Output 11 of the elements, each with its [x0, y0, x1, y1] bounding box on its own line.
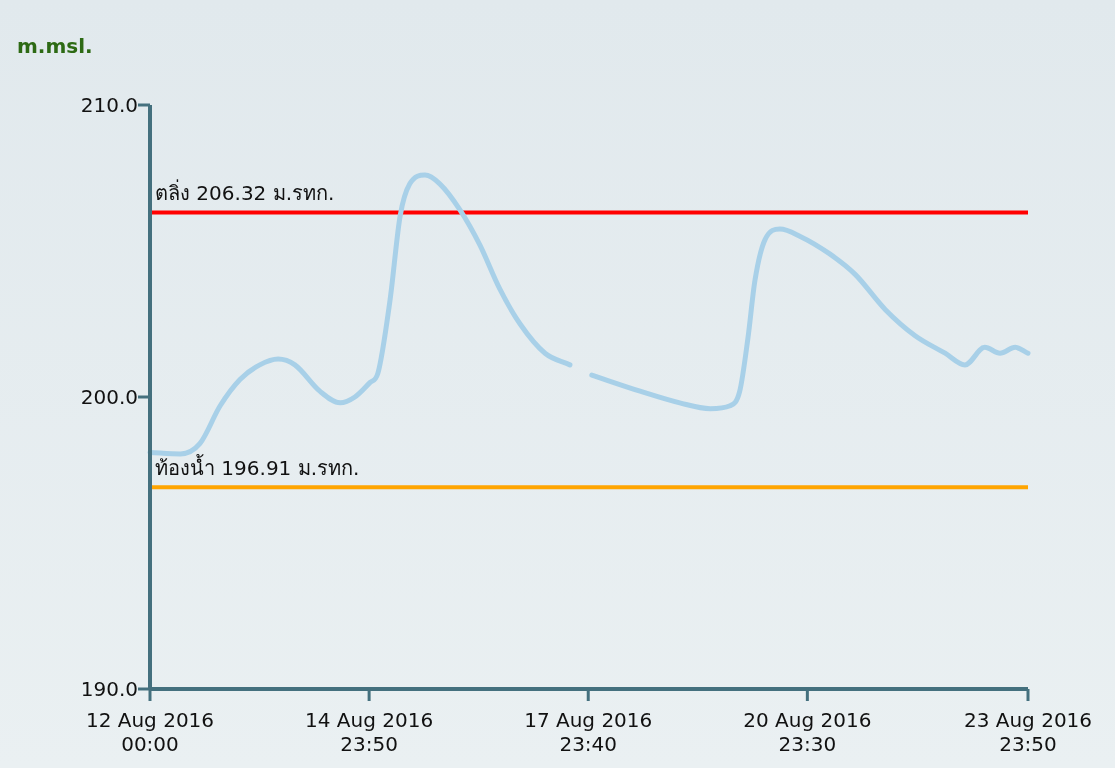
y-tick-label: 210.0	[80, 93, 138, 117]
x-tick-label: 23 Aug 2016 23:50	[963, 708, 1093, 756]
x-tick-label: 12 Aug 2016 00:00	[85, 708, 215, 756]
y-axis-title: m.msl.	[17, 34, 93, 58]
y-tick-label: 190.0	[80, 677, 138, 701]
y-tick-label: 200.0	[80, 385, 138, 409]
ref-line-label: ท้องน้ำ 196.91 ม.รทก.	[155, 454, 360, 481]
x-tick-label: 20 Aug 2016 23:30	[743, 708, 872, 756]
x-tick-label: 14 Aug 2016 23:50	[305, 708, 434, 756]
x-tick-label: 17 Aug 2016 23:40	[524, 708, 653, 756]
ref-line-label: ตลิ่ง 206.32 ม.รทก.	[155, 179, 335, 206]
